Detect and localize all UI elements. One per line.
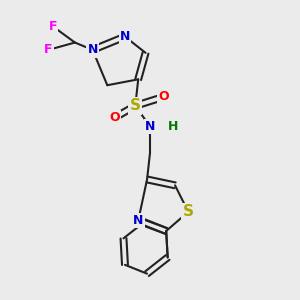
Text: F: F [44,44,53,56]
Text: N: N [133,214,143,227]
Text: S: S [183,204,194,219]
Text: O: O [158,91,169,103]
Text: H: H [168,120,179,133]
Text: F: F [49,20,57,33]
Text: O: O [110,111,120,124]
Text: N: N [120,30,130,43]
Text: N: N [145,120,155,133]
Text: S: S [130,98,141,113]
Text: N: N [87,44,98,56]
